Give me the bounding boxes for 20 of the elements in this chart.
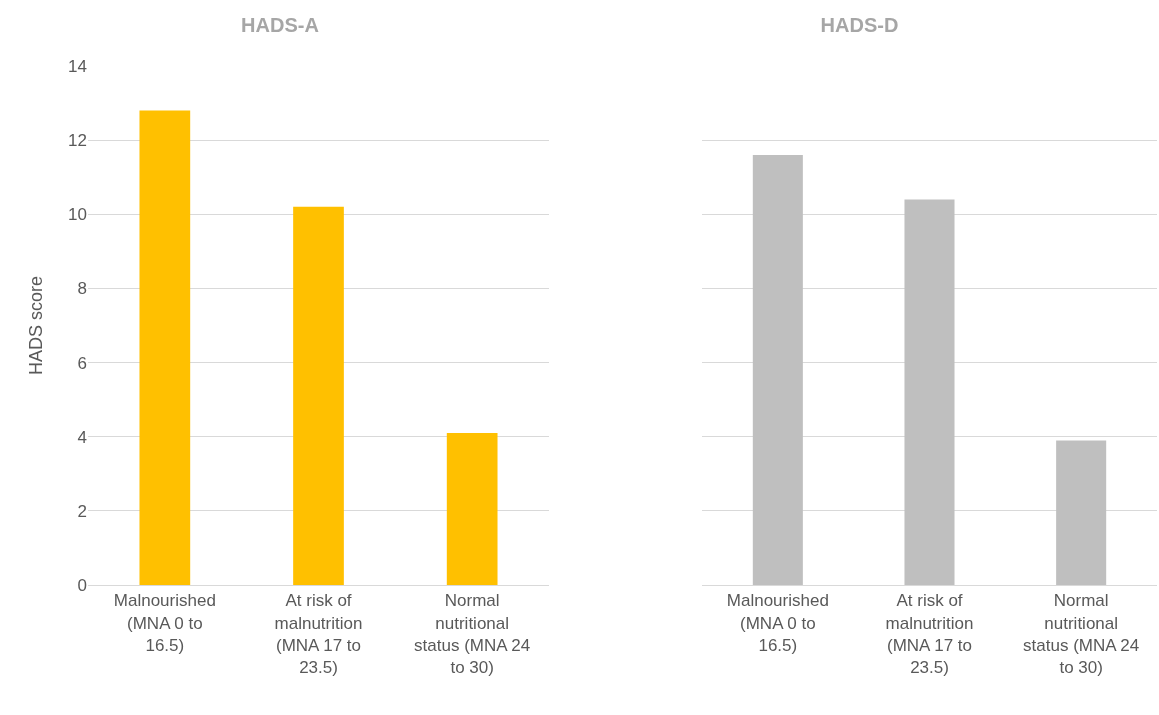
y-tick-label: 8 xyxy=(77,279,87,299)
x-tick-label: At risk of malnutrition (MNA 17 to 23.5) xyxy=(274,591,363,677)
x-tick-label: At risk of malnutrition (MNA 17 to 23.5) xyxy=(885,591,974,677)
chart-title: HADS-D xyxy=(820,13,899,36)
bar xyxy=(446,433,498,585)
y-tick-label: 6 xyxy=(77,353,87,373)
x-tick-label: Malnourished (MNA 0 to 16.5) xyxy=(726,591,829,655)
y-tick-label: 12 xyxy=(68,131,87,151)
y-tick-label: 10 xyxy=(68,205,87,225)
x-tick-label: Normal nutritional status (MNA 24 to 30) xyxy=(1023,591,1140,677)
y-tick-label: 14 xyxy=(68,56,87,76)
bar xyxy=(139,110,191,585)
x-tick-label: Malnourished (MNA 0 to 16.5) xyxy=(113,591,216,655)
y-tick-label: 4 xyxy=(77,427,87,447)
y-axis-title: HADS score xyxy=(26,275,46,376)
bar xyxy=(293,206,344,585)
y-tick-label: 0 xyxy=(77,575,87,595)
x-tick-label: Normal nutritional status (MNA 24 to 30) xyxy=(414,591,531,677)
chart-title: HADS-A xyxy=(241,13,319,36)
y-tick-label: 2 xyxy=(77,501,87,521)
